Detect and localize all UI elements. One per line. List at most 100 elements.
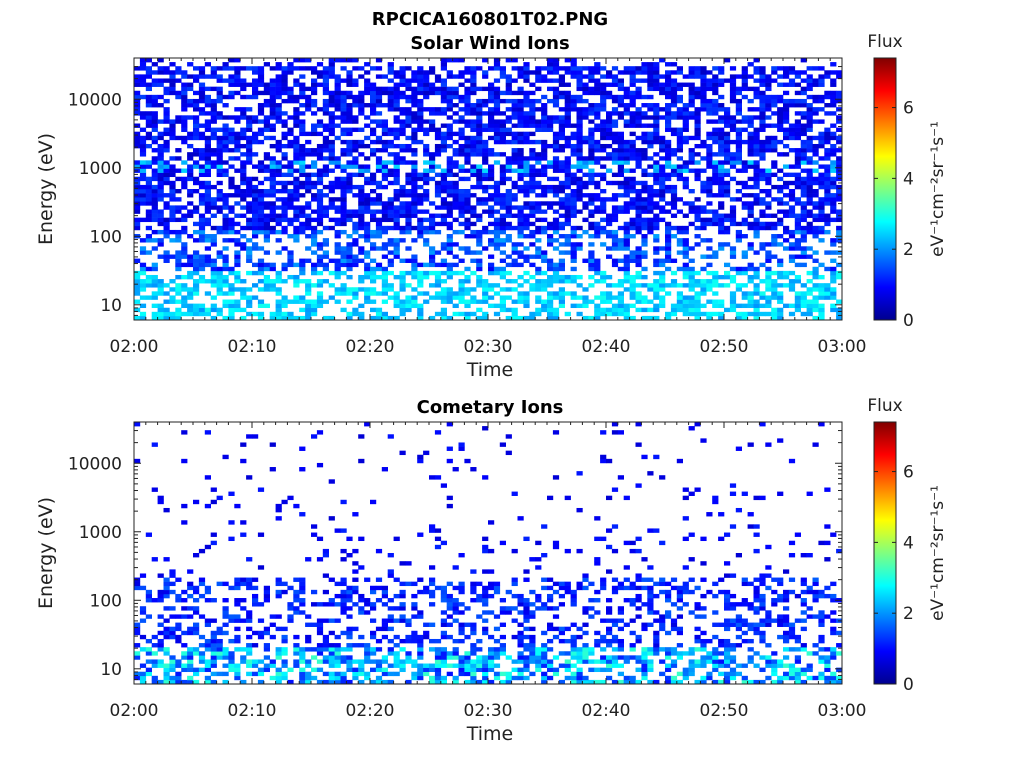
- heatmap-cell: [335, 95, 341, 99]
- heatmap-cell: [299, 668, 305, 672]
- heatmap-cell: [464, 267, 470, 271]
- heatmap-cell: [789, 103, 795, 107]
- heatmap-cell: [582, 164, 588, 168]
- heatmap-cell: [671, 205, 677, 209]
- heatmap-cell: [352, 226, 358, 230]
- heatmap-cell: [394, 255, 400, 259]
- heatmap-cell: [647, 107, 653, 111]
- heatmap-cell: [641, 140, 647, 144]
- heatmap-cell: [553, 87, 559, 91]
- heatmap-cell: [813, 275, 819, 279]
- heatmap-cell: [470, 222, 476, 226]
- heatmap-cell: [748, 177, 754, 181]
- heatmap-cell: [836, 128, 842, 132]
- heatmap-cell: [659, 218, 665, 222]
- heatmap-cell: [624, 70, 630, 74]
- heatmap-cell: [470, 128, 476, 132]
- heatmap-cell: [482, 128, 488, 132]
- heatmap-cell: [228, 304, 234, 308]
- heatmap-cell: [423, 193, 429, 197]
- heatmap-cell: [547, 124, 553, 128]
- heatmap-cell: [352, 99, 358, 103]
- heatmap-cell: [417, 218, 423, 222]
- heatmap-cell: [671, 185, 677, 189]
- heatmap-cell: [488, 271, 494, 275]
- heatmap-cell: [470, 136, 476, 140]
- heatmap-cell: [541, 185, 547, 189]
- heatmap-cell: [577, 136, 583, 140]
- heatmap-cell: [671, 78, 677, 82]
- heatmap-cell: [571, 144, 577, 148]
- heatmap-cell: [700, 312, 706, 316]
- heatmap-cell: [712, 87, 718, 91]
- heatmap-cell: [683, 242, 689, 246]
- heatmap-cell: [689, 275, 695, 279]
- heatmap-cell: [541, 111, 547, 115]
- heatmap-cell: [411, 160, 417, 164]
- heatmap-cell: [700, 238, 706, 242]
- heatmap-cell: [618, 267, 624, 271]
- heatmap-cell: [836, 197, 842, 201]
- heatmap-cell: [423, 173, 429, 177]
- heatmap-cell: [370, 271, 376, 275]
- heatmap-cell: [293, 230, 299, 234]
- heatmap-cell: [665, 111, 671, 115]
- heatmap-cell: [818, 177, 824, 181]
- heatmap-cell: [606, 300, 612, 304]
- heatmap-cell: [323, 209, 329, 213]
- heatmap-cell: [405, 181, 411, 185]
- heatmap-cell: [394, 103, 400, 107]
- heatmap-cell: [647, 283, 653, 287]
- heatmap-cell: [577, 83, 583, 87]
- heatmap-cell: [152, 664, 158, 668]
- heatmap-cell: [217, 99, 223, 103]
- heatmap-cell: [470, 234, 476, 238]
- heatmap-cell: [689, 209, 695, 213]
- heatmap-cell: [665, 255, 671, 259]
- heatmap-cell: [801, 152, 807, 156]
- heatmap-cell: [624, 107, 630, 111]
- heatmap-cell: [258, 222, 264, 226]
- heatmap-cell: [641, 78, 647, 82]
- heatmap-cell: [435, 91, 441, 95]
- heatmap-cell: [447, 300, 453, 304]
- heatmap-cell: [754, 132, 760, 136]
- heatmap-cell: [706, 87, 712, 91]
- heatmap-cell: [754, 300, 760, 304]
- heatmap-cell: [305, 66, 311, 70]
- heatmap-cell: [388, 78, 394, 82]
- heatmap-cell: [754, 193, 760, 197]
- heatmap-cell: [376, 209, 382, 213]
- heatmap-cell: [783, 91, 789, 95]
- heatmap-cell: [695, 197, 701, 201]
- heatmap-cell: [641, 169, 647, 173]
- heatmap-cell: [335, 230, 341, 234]
- heatmap-cell: [695, 214, 701, 218]
- heatmap-cell: [146, 283, 152, 287]
- heatmap-cell: [346, 103, 352, 107]
- heatmap-cell: [158, 78, 164, 82]
- heatmap-cell: [529, 152, 535, 156]
- heatmap-cell: [299, 111, 305, 115]
- heatmap-cell: [736, 74, 742, 78]
- heatmap-cell: [529, 119, 535, 123]
- heatmap-cell: [240, 66, 246, 70]
- heatmap-cell: [282, 189, 288, 193]
- heatmap-cell: [830, 177, 836, 181]
- heatmap-cell: [317, 74, 323, 78]
- heatmap-cell: [429, 250, 435, 254]
- heatmap-cell: [199, 234, 205, 238]
- heatmap-cell: [600, 271, 606, 275]
- heatmap-cell: [388, 132, 394, 136]
- heatmap-cell: [500, 140, 506, 144]
- heatmap-cell: [464, 124, 470, 128]
- heatmap-cell: [700, 70, 706, 74]
- heatmap-cell: [594, 91, 600, 95]
- heatmap-cell: [341, 291, 347, 295]
- heatmap-cell: [453, 255, 459, 259]
- heatmap-cell: [748, 87, 754, 91]
- heatmap-cell: [217, 197, 223, 201]
- heatmap-cell: [677, 156, 683, 160]
- heatmap-cell: [346, 259, 352, 263]
- heatmap-cell: [323, 263, 329, 267]
